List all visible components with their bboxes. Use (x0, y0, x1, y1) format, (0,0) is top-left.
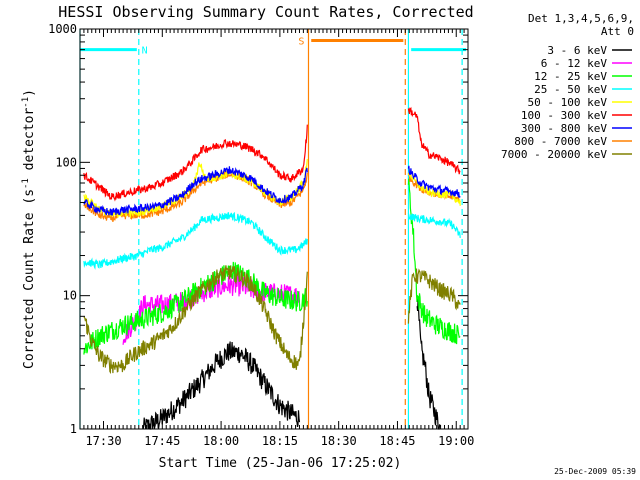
legend-label-7: 800 - 7000 keV (514, 135, 607, 148)
series-line-5-0 (83, 124, 308, 202)
legend-label-0: 3 - 6 keV (547, 44, 607, 57)
series-line-5-1 (407, 106, 461, 175)
series-line-6-0 (83, 166, 308, 216)
y-axis-label: Corrected Count Rate (s-1 detector-1) (21, 89, 37, 369)
series-line-2-1 (407, 178, 461, 345)
series-line-0-0 (142, 341, 301, 430)
x-tick-label-2: 18:00 (203, 434, 239, 448)
series-line-8-0 (83, 265, 308, 375)
x-axis-ticks: 17:30 17:45 18:00 18:15 18:30 18:45 19:00 (83, 29, 474, 448)
chart-title: HESSI Observing Summary Count Rates, Cor… (58, 3, 473, 21)
legend-label-5: 100 - 300 keV (521, 109, 607, 122)
y-tick-label-3: 1000 (48, 22, 77, 36)
series-line-2-0 (83, 261, 308, 355)
plot-frame (79, 28, 469, 430)
flag-bars: NS (80, 36, 467, 57)
flag-S-label: S (298, 36, 304, 47)
series-line-3-1 (407, 212, 461, 238)
y-tick-label-1: 10 (63, 289, 77, 303)
x-axis-label: Start Time (25-Jan-06 17:25:02) (159, 456, 402, 471)
legend-label-3: 25 - 50 keV (534, 83, 607, 96)
x-tick-label-3: 18:15 (262, 434, 298, 448)
legend-header-line-1: Det 1,3,4,5,6,9, (528, 12, 634, 25)
x-tick-label-6: 19:00 (438, 434, 474, 448)
legend-label-6: 300 - 800 keV (521, 122, 607, 135)
vertical-markers (79, 29, 463, 429)
y-tick-label-0: 1 (70, 422, 77, 436)
series-line-3-0 (83, 211, 308, 270)
timestamp: 25-Dec-2009 05:39 (554, 467, 636, 476)
x-tick-label-4: 18:30 (321, 434, 357, 448)
legend-label-1: 6 - 12 keV (541, 57, 608, 70)
y-axis-ticks: 1 10 100 1000 (48, 22, 468, 436)
flag-N-label: N (142, 46, 148, 57)
legend-label-4: 50 - 100 keV (528, 96, 608, 109)
legend-label-2: 12 - 25 keV (534, 70, 607, 83)
x-tick-label-5: 18:45 (379, 434, 415, 448)
legend-label-8: 7000 - 20000 keV (501, 148, 607, 161)
x-tick-label-0: 17:30 (85, 434, 121, 448)
series-line-0-1 (416, 298, 442, 430)
series-line-6-1 (407, 165, 461, 199)
x-tick-label-1: 17:45 (144, 434, 180, 448)
legend-header-line-2: Att 0 (601, 25, 634, 38)
series-lines (83, 106, 461, 430)
y-tick-label-2: 100 (55, 155, 77, 169)
series-line-8-1 (407, 268, 461, 324)
